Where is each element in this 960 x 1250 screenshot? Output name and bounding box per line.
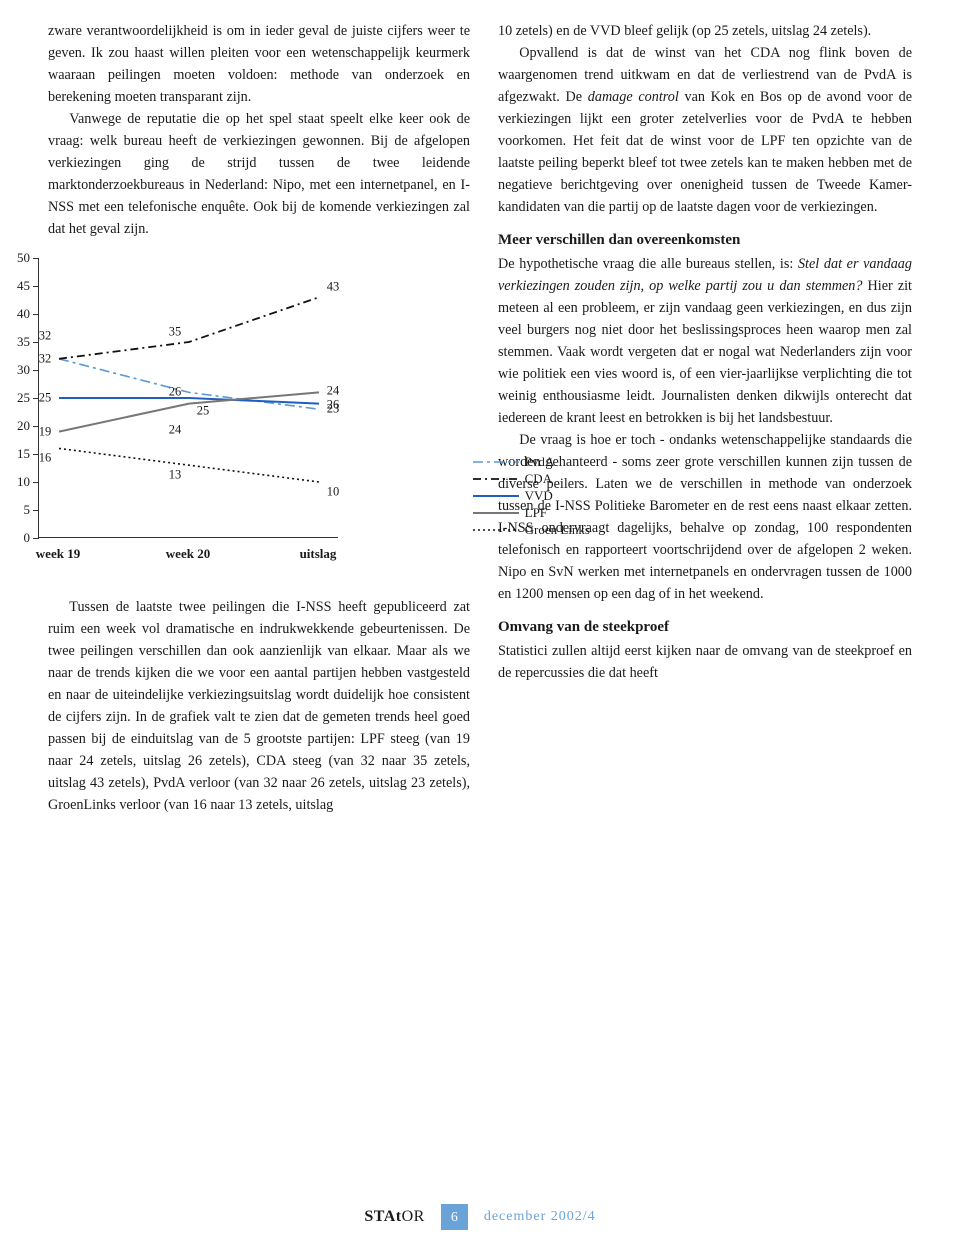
para-6: Statistici zullen altijd eerst kijken na… (498, 640, 912, 684)
y-tick: 10 (17, 474, 30, 490)
para-4-pre: De hypothetische vraag die alle bureaus … (498, 256, 798, 272)
data-label: 26 (169, 385, 182, 400)
page-content: zware verantwoordelijkheid is om in iede… (48, 20, 912, 816)
legend-label: Groen Links (525, 522, 590, 538)
legend-item: LPF (473, 504, 590, 521)
para-4: De hypothetische vraag die alle bureaus … (498, 253, 912, 429)
data-label: 24 (327, 383, 340, 398)
legend-item: Groen Links (473, 521, 590, 538)
issue-label: december 2002/4 (484, 1209, 596, 1225)
right-column: 10 zetels) en de VVD bleef gelijk (op 25… (498, 20, 912, 816)
data-label: 43 (327, 280, 340, 295)
page-number: 6 (441, 1204, 468, 1230)
para-1a: zware verantwoordelijkheid is om in iede… (48, 20, 470, 108)
x-label: week 20 (166, 546, 210, 562)
series-GroenLinks (59, 448, 319, 482)
data-label: 10 (327, 485, 340, 500)
x-label: week 19 (36, 546, 80, 562)
magazine-name: STAtOR (364, 1208, 425, 1226)
data-label: 32 (39, 328, 52, 343)
x-label: uitslag (300, 546, 337, 562)
chart-legend: PvdACDAVVDLPFGroen Links (473, 453, 590, 538)
heading-omvang: Omvang van de steekproef (498, 619, 912, 636)
data-label: 32 (39, 351, 52, 366)
legend-item: CDA (473, 470, 590, 487)
data-label: 24 (169, 422, 182, 437)
y-tick: 35 (17, 334, 30, 350)
para-4-post: Hier zit meteen al een probleem, er zijn… (498, 278, 912, 426)
y-tick: 40 (17, 306, 30, 322)
series-CDA (59, 297, 319, 359)
y-tick: 5 (24, 502, 31, 518)
legend-item: VVD (473, 487, 590, 504)
legend-item: PvdA (473, 453, 590, 470)
page-footer: STAtOR 6 december 2002/4 (0, 1204, 960, 1230)
data-label: 19 (39, 424, 52, 439)
poll-chart: 0510152025303540455032262332354325252419… (0, 258, 470, 578)
para-1b: Vanwege de reputatie die op het spel sta… (48, 108, 470, 240)
data-label: 26 (327, 398, 340, 413)
para-3b-post: van Kok en Bos op de avond voor de verki… (498, 89, 912, 215)
data-label: 25 (39, 391, 52, 406)
y-tick: 50 (17, 250, 30, 266)
para-3b-em: damage control (588, 89, 679, 105)
y-tick: 45 (17, 278, 30, 294)
data-label: 13 (169, 468, 182, 483)
data-label: 25 (197, 404, 210, 419)
data-label: 16 (39, 451, 52, 466)
legend-label: LPF (525, 505, 547, 521)
y-tick: 15 (17, 446, 30, 462)
data-label: 35 (169, 325, 182, 340)
para-3a: 10 zetels) en de VVD bleef gelijk (op 25… (498, 20, 912, 42)
legend-label: VVD (525, 488, 553, 504)
heading-meer: Meer verschillen dan overeenkomsten (498, 232, 912, 249)
y-tick: 20 (17, 418, 30, 434)
para-3b: Opvallend is dat de winst van het CDA no… (498, 42, 912, 218)
y-tick: 0 (24, 530, 31, 546)
left-column: zware verantwoordelijkheid is om in iede… (48, 20, 470, 816)
y-tick: 25 (17, 390, 30, 406)
y-tick: 30 (17, 362, 30, 378)
legend-label: CDA (525, 471, 552, 487)
legend-label: PvdA (525, 454, 555, 470)
para-2: Tussen de laatste twee peilingen die I-N… (48, 596, 470, 816)
